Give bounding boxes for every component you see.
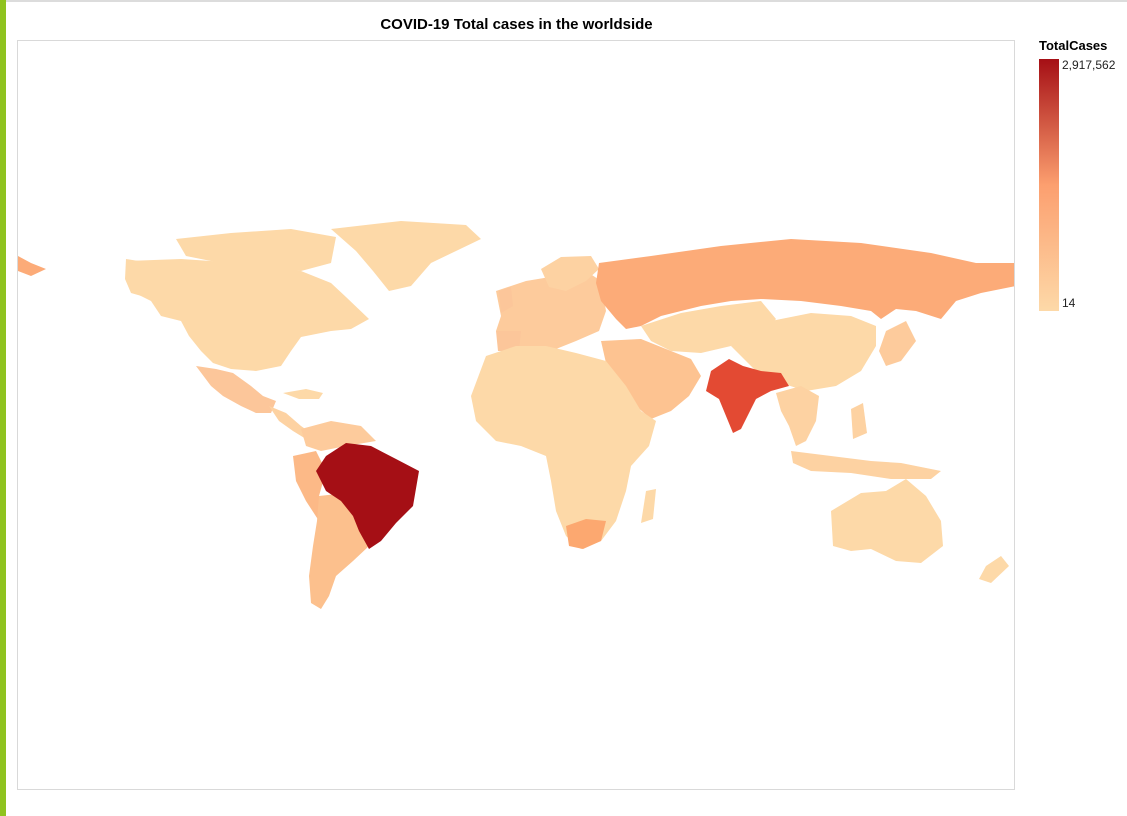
- world-map: [18, 221, 1015, 609]
- region-india[interactable]: [706, 359, 789, 433]
- chart-title: COVID-19 Total cases in the worldside: [380, 16, 653, 33]
- region-brazil[interactable]: [316, 443, 419, 549]
- region-north-america[interactable]: [126, 259, 369, 371]
- region-middle-east[interactable]: [601, 339, 701, 419]
- region-china[interactable]: [731, 313, 876, 391]
- top-border: [0, 0, 1127, 2]
- region-central-america[interactable]: [269, 406, 311, 439]
- region-scandinavia[interactable]: [541, 256, 599, 291]
- region-uk[interactable]: [499, 287, 513, 313]
- region-philippines[interactable]: [851, 403, 867, 439]
- region-indonesia[interactable]: [791, 451, 941, 479]
- region-chukotka[interactable]: [18, 256, 46, 276]
- legend-title: TotalCases: [1039, 38, 1108, 53]
- region-new-zealand[interactable]: [979, 556, 1009, 583]
- region-canada-islands[interactable]: [176, 229, 336, 271]
- legend-color-ramp: [1039, 59, 1059, 311]
- region-caribbean[interactable]: [283, 389, 323, 399]
- region-europe[interactable]: [496, 271, 606, 349]
- region-australia[interactable]: [831, 479, 943, 563]
- map-frame: [17, 40, 1015, 790]
- region-colombia-venezuela[interactable]: [301, 421, 376, 451]
- legend-min-label: 14: [1062, 296, 1076, 310]
- accent-bar: [0, 0, 6, 816]
- region-japan[interactable]: [879, 321, 916, 366]
- region-africa[interactable]: [471, 346, 656, 549]
- region-southeast-asia[interactable]: [776, 386, 819, 446]
- region-southern-cone[interactable]: [309, 493, 369, 609]
- region-madagascar[interactable]: [641, 489, 656, 523]
- region-russia[interactable]: [596, 239, 1015, 329]
- legend-max-label: 2,917,562: [1062, 58, 1116, 72]
- region-alaska[interactable]: [125, 259, 159, 301]
- region-greenland[interactable]: [331, 221, 481, 291]
- region-spain[interactable]: [496, 331, 521, 351]
- region-mexico[interactable]: [196, 366, 276, 413]
- region-south-africa[interactable]: [566, 519, 606, 549]
